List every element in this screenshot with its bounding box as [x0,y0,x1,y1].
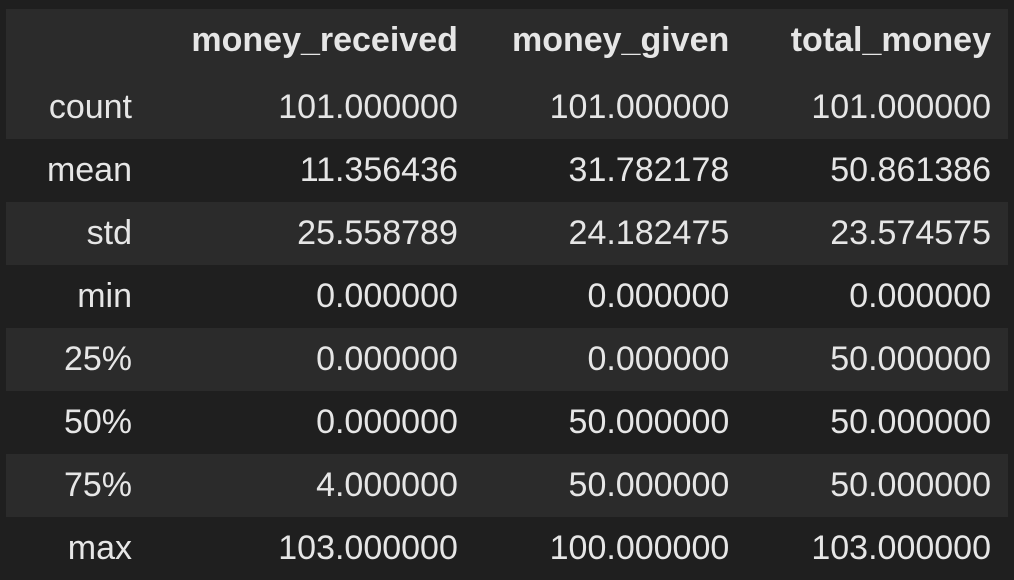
table-row: min 0.000000 0.000000 0.000000 [6,265,1008,328]
table-cell: 50.000000 [568,466,730,504]
table-cell: 0.000000 [316,340,458,378]
table-cell: 11.356436 [299,151,458,189]
table-cell: 103.000000 [278,529,458,567]
row-label: min [77,277,133,315]
describe-table: money_received money_given total_money c… [6,9,1008,580]
table-cell: 101.000000 [811,88,991,126]
table-cell: 50.000000 [568,403,730,441]
row-label: max [67,529,133,567]
row-label: 50% [63,403,133,441]
table-cell: 0.000000 [316,277,458,315]
table-cell: 23.574575 [830,214,991,252]
table-cell: 101.000000 [549,88,730,126]
row-label: 75% [63,466,133,504]
table-header: money_received money_given total_money [6,9,1008,76]
table-cell: 103.000000 [811,529,991,567]
table-row: 25% 0.000000 0.000000 50.000000 [6,328,1008,391]
table-cell: 0.000000 [316,403,458,441]
table-cell: 24.182475 [568,214,730,252]
table-row: count 101.000000 101.000000 101.000000 [6,76,1008,139]
table-cell: 50.000000 [830,403,991,441]
index-header-corner [6,9,150,76]
table-cell: 101.000000 [278,88,458,126]
table-body: count 101.000000 101.000000 101.000000 m… [6,76,1008,580]
table-cell: 100.000000 [549,529,730,567]
table-cell: 4.000000 [316,466,458,504]
table-cell: 0.000000 [587,340,730,378]
row-label: count [48,88,133,126]
dataframe-output: money_received money_given total_money c… [6,9,1008,580]
table-cell: 50.861386 [830,151,991,189]
table-cell: 0.000000 [849,277,991,315]
table-cell: 0.000000 [587,277,730,315]
table-row: 75% 4.000000 50.000000 50.000000 [6,454,1008,517]
column-header-total-money: total_money [746,9,1008,76]
table-row: 50% 0.000000 50.000000 50.000000 [6,391,1008,454]
header-row: money_received money_given total_money [6,9,1008,76]
table-row: max 103.000000 100.000000 103.000000 [6,517,1008,580]
table-cell: 25.558789 [297,214,458,252]
table-cell: 50.000000 [830,340,991,378]
table-row: mean 11.356436 31.782178 50.861386 [6,139,1008,202]
table-cell: 31.782178 [568,151,730,189]
row-label: mean [46,151,133,189]
column-header-money-given: money_given [474,9,747,76]
table-row: std 25.558789 24.182475 23.574575 [6,202,1008,265]
row-label: 25% [63,340,133,378]
table-cell: 50.000000 [830,466,991,504]
column-header-money-received: money_received [149,9,475,76]
row-label: std [86,214,133,252]
